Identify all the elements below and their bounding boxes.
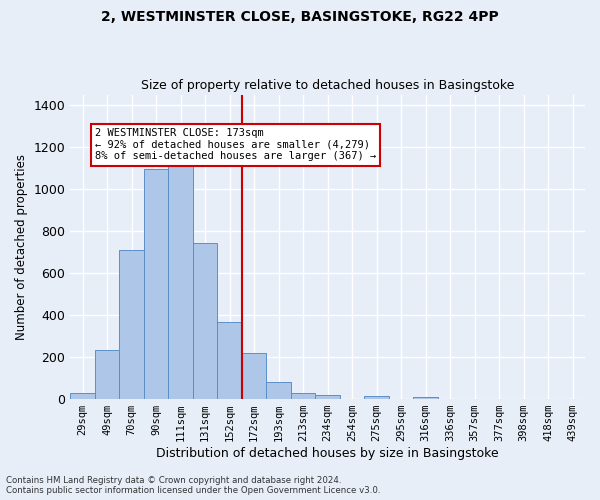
Text: 2, WESTMINSTER CLOSE, BASINGSTOKE, RG22 4PP: 2, WESTMINSTER CLOSE, BASINGSTOKE, RG22 … bbox=[101, 10, 499, 24]
Bar bbox=[144, 169, 169, 399]
Bar bbox=[242, 353, 266, 399]
Title: Size of property relative to detached houses in Basingstoke: Size of property relative to detached ho… bbox=[141, 79, 514, 92]
Bar bbox=[193, 242, 217, 399]
Bar bbox=[364, 396, 389, 399]
Bar bbox=[119, 250, 144, 399]
Bar bbox=[413, 397, 438, 399]
Bar bbox=[266, 382, 291, 399]
Y-axis label: Number of detached properties: Number of detached properties bbox=[15, 154, 28, 340]
Text: 2 WESTMINSTER CLOSE: 173sqm
← 92% of detached houses are smaller (4,279)
8% of s: 2 WESTMINSTER CLOSE: 173sqm ← 92% of det… bbox=[95, 128, 376, 162]
Text: Contains HM Land Registry data © Crown copyright and database right 2024.
Contai: Contains HM Land Registry data © Crown c… bbox=[6, 476, 380, 495]
Bar bbox=[70, 393, 95, 399]
Bar bbox=[217, 322, 242, 399]
Bar bbox=[291, 393, 316, 399]
X-axis label: Distribution of detached houses by size in Basingstoke: Distribution of detached houses by size … bbox=[157, 447, 499, 460]
Bar bbox=[95, 350, 119, 399]
Bar bbox=[316, 395, 340, 399]
Bar bbox=[169, 166, 193, 399]
